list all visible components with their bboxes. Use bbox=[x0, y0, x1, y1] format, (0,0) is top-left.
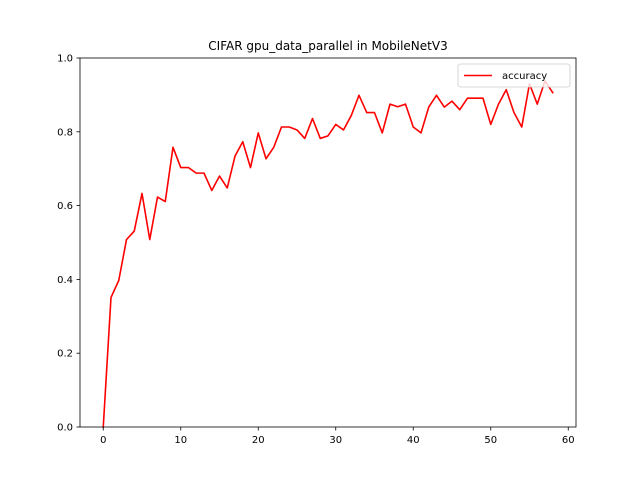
y-tick-label: 0.6 bbox=[57, 201, 73, 212]
y-tick-label: 1.0 bbox=[57, 54, 73, 65]
legend: accuracy bbox=[457, 63, 571, 88]
y-tick-label: 0.2 bbox=[57, 349, 73, 360]
x-tick-label: 20 bbox=[252, 435, 265, 446]
series-layer bbox=[102, 80, 554, 428]
axes-layer: 0 10 20 30 40 50 60 0.0 0.2 0.4 0.6 0.8 1.0 bbox=[57, 54, 577, 446]
x-tick-label: 50 bbox=[484, 435, 497, 446]
chart-title: CIFAR gpu_data_parallel in MobileNetV3 bbox=[208, 39, 447, 53]
legend-box bbox=[457, 63, 571, 88]
x-tick-label: 40 bbox=[407, 435, 420, 446]
y-tick-label: 0.4 bbox=[57, 275, 73, 286]
series-line-accuracy bbox=[102, 80, 554, 428]
plot-frame bbox=[79, 57, 577, 428]
y-tick-label: 0.8 bbox=[57, 127, 73, 138]
x-tick-label: 0 bbox=[100, 435, 106, 446]
x-tick-label: 60 bbox=[562, 435, 575, 446]
x-tick-label: 30 bbox=[329, 435, 342, 446]
x-tick-label: 10 bbox=[174, 435, 187, 446]
y-tick-label: 0.0 bbox=[57, 423, 73, 434]
legend-label: accuracy bbox=[502, 71, 547, 82]
